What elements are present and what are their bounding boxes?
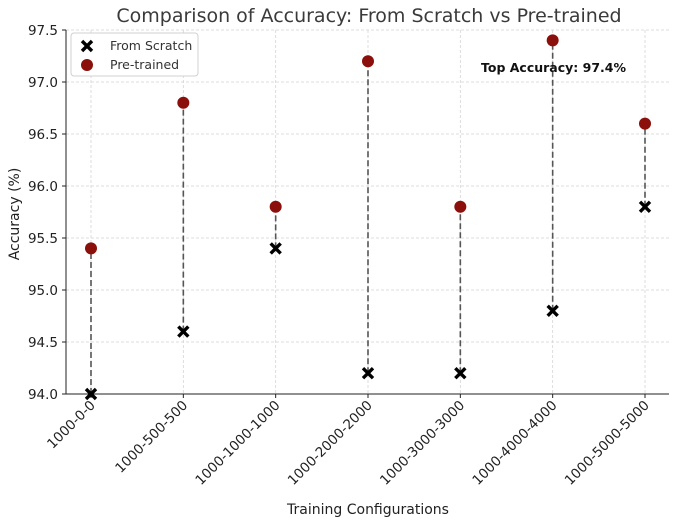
y-tick-label: 97.5 (28, 23, 58, 39)
point-pre-trained (269, 200, 282, 213)
x-stroke (269, 242, 282, 255)
y-tick-label: 94.5 (28, 335, 58, 351)
x-stroke (454, 366, 467, 380)
legend-marker-pre-trained (81, 59, 93, 71)
x-tick-label: 1000-3000-3000 (377, 398, 468, 489)
point-from-scratch (454, 366, 467, 380)
chart-title: Comparison of Accuracy: From Scratch vs … (116, 5, 621, 27)
x-stroke (80, 39, 94, 53)
point-pre-trained (639, 117, 651, 130)
point-pre-trained (454, 200, 467, 213)
x-tick-label: 1000-500-500 (112, 398, 191, 477)
y-tick-label: 96.0 (28, 179, 58, 195)
point-from-scratch (177, 325, 190, 338)
x-stroke (638, 200, 652, 214)
y-tick-label: 97.0 (28, 75, 58, 91)
point-pre-trained (546, 34, 559, 47)
y-axis: 94.0 94.5 95.0 95.5 96.0 96.5 97.0 97.5 (28, 23, 66, 403)
point-from-scratch (269, 242, 282, 255)
top-accuracy-annotation: Top Accuracy: 97.4% (481, 60, 626, 75)
x-stroke (546, 304, 559, 318)
y-tick-label: 96.5 (28, 127, 58, 143)
x-axis: 1000-0-0 1000-500-500 1000-1000-1000 1000-2… (44, 394, 653, 489)
point-from-scratch (84, 387, 98, 401)
legend-x-icon (80, 39, 94, 53)
x-tick-label: 1000-0-0 (44, 398, 99, 453)
legend-marker-from-scratch (80, 39, 94, 53)
x-tick-label: 1000-2000-2000 (285, 398, 376, 489)
legend-box (70, 32, 199, 77)
x-stroke (84, 387, 98, 401)
y-axis-label: Accuracy (%) (7, 168, 23, 261)
x-stroke (177, 325, 190, 338)
x-stroke (361, 366, 375, 380)
x-tick-label: 1000-1000-1000 (192, 398, 283, 489)
x-tick-label: 1000-4000-4000 (469, 398, 560, 489)
point-from-scratch (361, 366, 375, 380)
y-tick-label: 95.0 (28, 283, 58, 299)
y-tick-label: 94.0 (28, 387, 58, 403)
x-tick-label: 1000-5000-5000 (562, 398, 653, 489)
point-pre-trained (362, 55, 374, 68)
x-axis-label: Training Configurations (286, 502, 449, 518)
point-pre-trained (177, 96, 190, 109)
legend-label-pre-trained: Pre-trained (110, 57, 179, 72)
point-pre-trained (85, 242, 97, 255)
y-tick-label: 95.5 (28, 231, 58, 247)
point-from-scratch (546, 304, 559, 318)
legend: From Scratch Pre-trained (70, 32, 199, 77)
markers (84, 34, 652, 401)
connectors (90, 40, 646, 394)
point-from-scratch (638, 200, 652, 214)
legend-label-from-scratch: From Scratch (110, 38, 192, 53)
legend-circle-icon (81, 59, 93, 71)
